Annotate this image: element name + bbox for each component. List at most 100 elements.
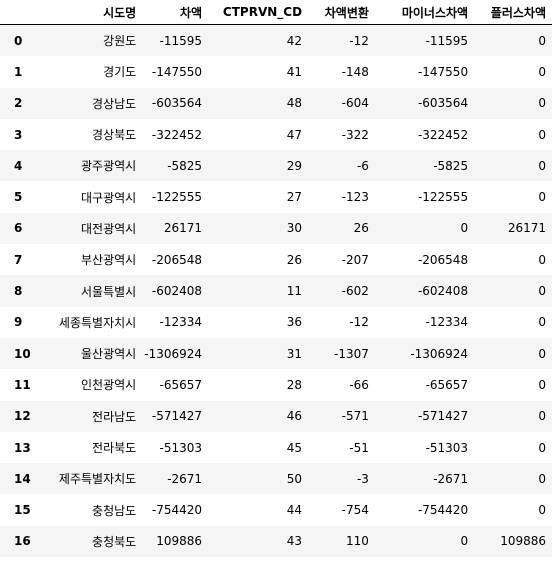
row-index: 13 — [14, 440, 31, 455]
table-row: 8 서울특별시 -602408 11 -602 -602408 0 — [0, 275, 552, 307]
header-diff-converted: 차액변환 — [308, 0, 375, 25]
row-index: 4 — [14, 158, 23, 173]
table-row: 6 대전광역시 26171 30 26 0 26171 — [0, 212, 552, 245]
header-sido: 시도명 — [36, 0, 143, 25]
table-row: 5 대구광역시 -122555 27 -123 -122555 0 — [0, 181, 552, 213]
cell-diff: -122555 — [151, 190, 203, 205]
cell-minus-diff: 0 — [460, 534, 469, 549]
cell-sido: 경상남도 — [92, 96, 137, 111]
cell-sido: 세종특별자치시 — [58, 315, 137, 330]
cell-diff-converted: -66 — [349, 377, 369, 392]
cell-plus-diff: 0 — [538, 190, 546, 205]
cell-sido: 광주광역시 — [81, 159, 137, 174]
cell-minus-diff: -5825 — [433, 158, 469, 173]
row-index: 12 — [14, 409, 31, 424]
cell-diff-converted: -1307 — [334, 346, 369, 361]
cell-diff-converted: -3 — [356, 471, 369, 486]
cell-plus-diff: 0 — [538, 127, 546, 142]
cell-minus-diff: -147550 — [417, 64, 469, 79]
row-index: 7 — [14, 252, 23, 267]
row-index: 16 — [14, 534, 31, 549]
header-index — [0, 0, 37, 25]
cell-diff: -1306924 — [144, 346, 203, 361]
cell-sido: 충청북도 — [92, 534, 137, 549]
cell-diff: -65657 — [159, 377, 203, 392]
cell-minus-diff: -322452 — [417, 127, 469, 142]
cell-plus-diff: 0 — [538, 346, 546, 361]
header-row: 시도명 차액 CTPRVN_CD 차액변환 마이너스차액 플러스차액 — [0, 0, 552, 25]
table-row: 10 울산광역시 -1306924 31 -1307 -1306924 0 — [0, 337, 552, 370]
row-index: 9 — [14, 315, 23, 330]
cell-sido: 인천광역시 — [81, 378, 137, 393]
cell-minus-diff: -206548 — [417, 252, 469, 267]
cell-ctprvn-cd: 43 — [286, 534, 303, 549]
table-row: 2 경상남도 -603564 48 -604 -603564 0 — [0, 87, 552, 119]
cell-minus-diff: -2671 — [433, 471, 469, 486]
cell-minus-diff: -12334 — [425, 315, 469, 330]
cell-ctprvn-cd: 45 — [286, 440, 303, 455]
cell-diff-converted: -207 — [341, 252, 369, 267]
row-index: 10 — [14, 346, 31, 361]
cell-sido: 제주특별자치도 — [58, 472, 137, 487]
cell-diff-converted: -602 — [341, 284, 369, 299]
cell-diff-converted: -148 — [341, 64, 369, 79]
row-index: 14 — [14, 471, 31, 486]
header-minus-diff: 마이너스차액 — [374, 0, 475, 25]
cell-minus-diff: -51303 — [425, 440, 469, 455]
cell-diff: -11595 — [159, 33, 203, 48]
table-row: 16 충청북도 109886 43 110 0 109886 — [0, 525, 552, 558]
cell-diff: -12334 — [159, 315, 203, 330]
cell-plus-diff: 0 — [538, 471, 546, 486]
cell-ctprvn-cd: 29 — [286, 158, 303, 173]
cell-sido: 울산광역시 — [81, 347, 137, 362]
cell-ctprvn-cd: 27 — [286, 190, 303, 205]
header-ctprvn-cd: CTPRVN_CD — [208, 0, 309, 25]
row-index: 6 — [14, 221, 23, 236]
cell-diff: -602408 — [151, 284, 203, 299]
cell-sido: 부산광역시 — [81, 253, 137, 268]
cell-sido: 대구광역시 — [81, 190, 137, 205]
cell-diff: -322452 — [151, 127, 203, 142]
cell-diff-converted: -754 — [341, 503, 369, 518]
cell-ctprvn-cd: 36 — [286, 315, 303, 330]
cell-ctprvn-cd: 11 — [286, 284, 303, 299]
row-index: 11 — [14, 377, 31, 392]
cell-plus-diff: 0 — [538, 96, 546, 111]
table-row: 3 경상북도 -322452 47 -322 -322452 0 — [0, 118, 552, 151]
cell-minus-diff: -65657 — [425, 377, 469, 392]
cell-plus-diff: 0 — [538, 158, 546, 173]
row-index: 15 — [14, 503, 31, 518]
header-plus-diff: 플러스차액 — [474, 0, 552, 25]
table-row: 15 충청남도 -754420 44 -754 -754420 0 — [0, 494, 552, 526]
cell-plus-diff: 26171 — [507, 221, 546, 236]
cell-sido: 대전광역시 — [81, 221, 137, 236]
cell-plus-diff: 0 — [538, 33, 546, 48]
table-row: 1 경기도 -147550 41 -148 -147550 0 — [0, 56, 552, 88]
table-body: 0 강원도 -11595 42 -12 -11595 0 1 경기도 -147550 41 -148-… — [0, 24, 552, 558]
table-row: 4 광주광역시 -5825 29 -6 -5825 0 — [0, 150, 552, 182]
row-index: 8 — [14, 284, 23, 299]
cell-ctprvn-cd: 44 — [286, 503, 303, 518]
cell-diff: -754420 — [151, 503, 203, 518]
cell-minus-diff: -122555 — [417, 190, 469, 205]
cell-diff: 26171 — [163, 221, 203, 236]
cell-ctprvn-cd: 42 — [286, 33, 303, 48]
cell-minus-diff: -603564 — [417, 96, 469, 111]
cell-diff-converted: -12 — [349, 315, 369, 330]
cell-diff-converted: 110 — [346, 534, 369, 549]
header-diff: 차액 — [142, 0, 209, 25]
cell-minus-diff: -11595 — [425, 33, 469, 48]
row-index: 1 — [14, 64, 23, 79]
cell-diff-converted: -12 — [349, 33, 369, 48]
cell-diff: -2671 — [167, 471, 203, 486]
cell-diff: -147550 — [151, 64, 203, 79]
row-index: 2 — [14, 96, 23, 111]
cell-diff: -206548 — [151, 252, 203, 267]
table-row: 11 인천광역시 -65657 28 -66 -65657 0 — [0, 369, 552, 401]
cell-minus-diff: -602408 — [417, 284, 469, 299]
cell-diff-converted: -604 — [341, 96, 369, 111]
cell-ctprvn-cd: 48 — [286, 96, 303, 111]
cell-ctprvn-cd: 47 — [286, 127, 303, 142]
table-row: 7 부산광역시 -206548 26 -207 -206548 0 — [0, 244, 552, 276]
